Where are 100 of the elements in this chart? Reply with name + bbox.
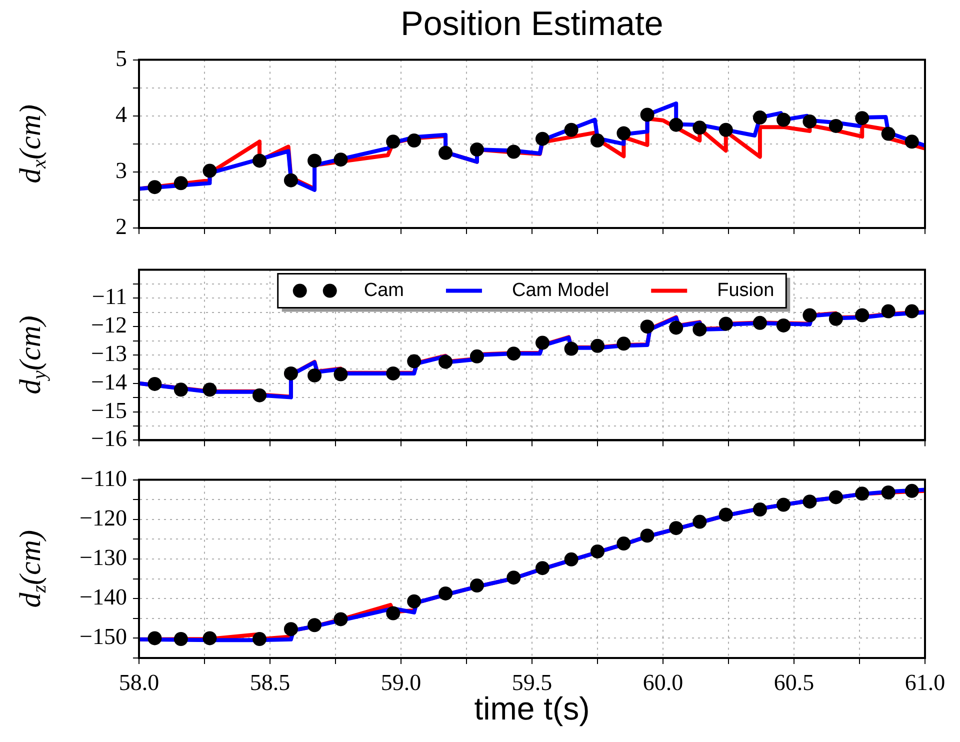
point (776, 112, 791, 127)
point (564, 552, 578, 566)
point (904, 484, 919, 498)
point (752, 502, 767, 516)
point (828, 118, 843, 133)
point (802, 114, 817, 128)
point (438, 586, 453, 600)
point (535, 132, 550, 146)
y-tick-label: −14 (91, 369, 128, 394)
point (640, 528, 654, 543)
point (692, 322, 707, 336)
point (616, 536, 631, 551)
point (308, 368, 322, 382)
point (718, 508, 733, 522)
point (828, 312, 843, 326)
y-axis-title: dz(cm) (14, 530, 50, 608)
point (174, 176, 188, 190)
point (752, 110, 767, 125)
point (904, 304, 919, 318)
point (202, 631, 217, 646)
point (855, 486, 870, 501)
x-tick-label: 61.0 (904, 670, 946, 695)
point (284, 622, 298, 636)
x-tick-label: 59.0 (380, 670, 422, 695)
point (438, 146, 453, 160)
point (590, 134, 604, 148)
chart-title: Position Estimate (400, 5, 664, 43)
y-axis-title: dx(cm) (14, 104, 50, 184)
point (148, 180, 162, 194)
legend-label: Cam (364, 280, 404, 302)
y-tick-label: −120 (80, 505, 127, 530)
point (470, 349, 484, 364)
point (284, 173, 298, 188)
point (148, 376, 162, 391)
y-tick-label: −15 (91, 398, 127, 423)
point (669, 521, 684, 536)
point (334, 367, 348, 382)
point (506, 346, 521, 361)
point (148, 631, 162, 646)
point (308, 618, 322, 632)
point (470, 142, 484, 157)
y-tick-label: −110 (80, 466, 127, 491)
point (718, 316, 733, 331)
point (881, 126, 896, 141)
point (616, 126, 631, 140)
y-tick-label: 3 (116, 158, 127, 183)
point (855, 111, 870, 126)
point (802, 494, 817, 509)
point (174, 382, 188, 397)
point (640, 320, 654, 334)
point (407, 134, 422, 148)
point (407, 354, 422, 368)
point (828, 490, 843, 504)
point (640, 108, 654, 122)
point (881, 485, 896, 500)
x-tick-label: 58.0 (118, 670, 160, 695)
point (386, 366, 400, 380)
x-tick-label: 58.5 (250, 670, 290, 695)
point (669, 320, 684, 335)
point (776, 498, 791, 512)
point (252, 388, 267, 402)
point (470, 578, 484, 593)
y-tick-label: −11 (92, 284, 127, 310)
y-tick-label: −12 (91, 312, 127, 338)
y-axis-title: dy(cm) (14, 316, 50, 394)
point (564, 122, 578, 137)
y-tick-label: −140 (80, 584, 127, 610)
point (669, 118, 684, 132)
point (386, 606, 400, 620)
point (202, 164, 217, 178)
point (438, 354, 453, 369)
point (334, 612, 348, 626)
x-tick-label: 60.5 (774, 670, 814, 695)
point (407, 594, 422, 608)
point (904, 134, 919, 149)
point (334, 152, 348, 167)
point (692, 514, 707, 529)
point (386, 134, 400, 149)
point (802, 308, 817, 322)
point (308, 154, 322, 168)
x-tick-label: 60.0 (642, 670, 684, 695)
point (535, 561, 550, 576)
point (564, 342, 578, 356)
point (506, 570, 521, 585)
point (284, 366, 298, 380)
point (202, 382, 217, 397)
point (616, 336, 631, 351)
point (590, 338, 604, 353)
point (692, 120, 707, 135)
point (252, 632, 267, 646)
legend-label: Fusion (717, 280, 774, 302)
y-tick-label: −13 (91, 341, 127, 366)
point (252, 154, 267, 168)
y-tick-label: 4 (116, 102, 128, 127)
point (590, 544, 604, 558)
point (718, 122, 733, 137)
y-tick-label: −16 (91, 426, 127, 452)
y-tick-label: −130 (80, 545, 127, 570)
point (535, 336, 550, 350)
y-tick-label: 2 (116, 214, 127, 240)
